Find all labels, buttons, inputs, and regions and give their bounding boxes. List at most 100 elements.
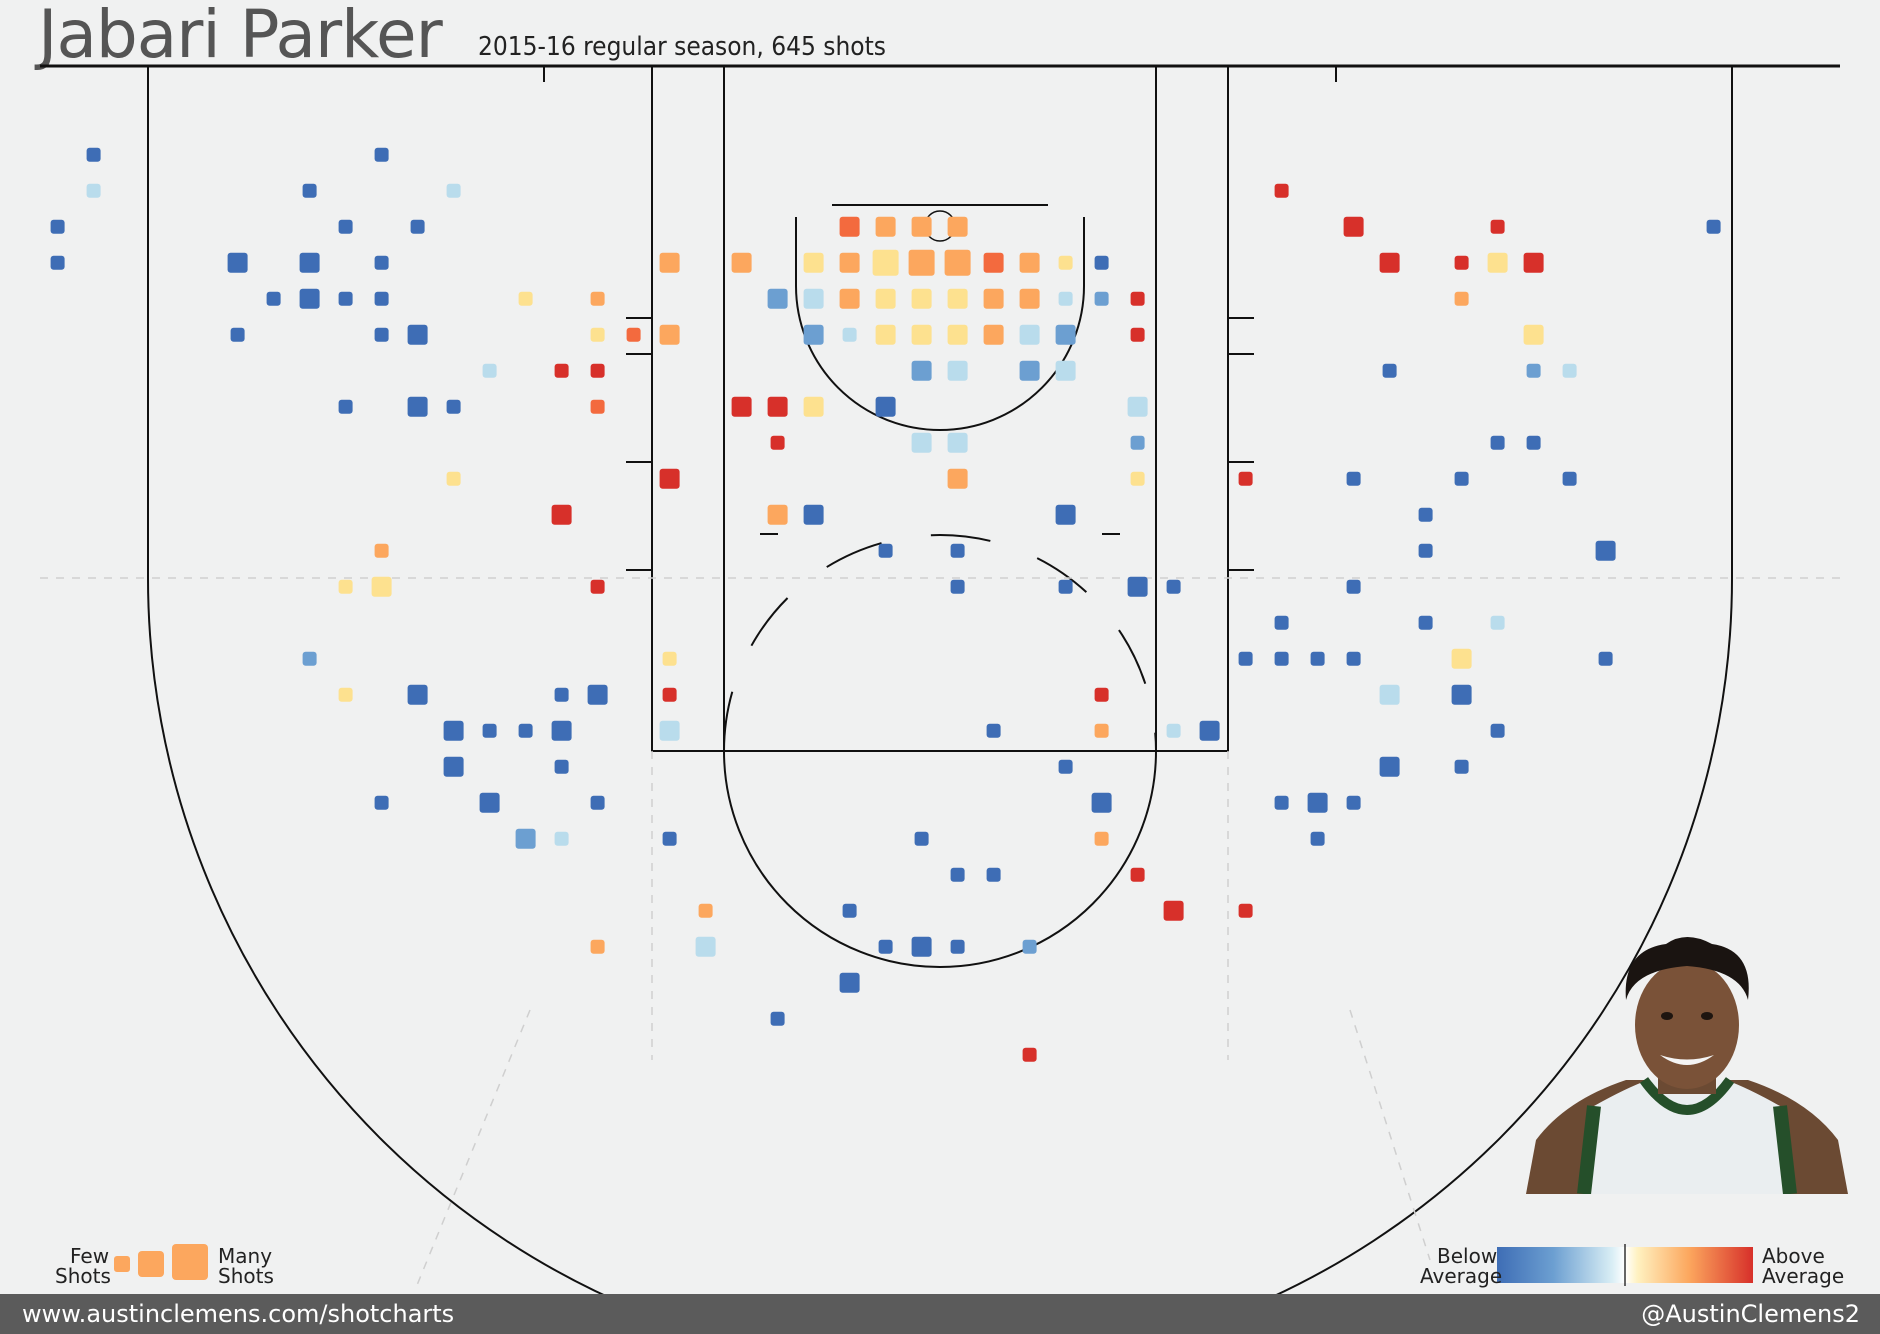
shot-marker-57	[872, 249, 899, 276]
shot-marker-133	[1238, 903, 1253, 918]
shot-marker-142	[1274, 183, 1289, 198]
shot-marker-22	[626, 327, 641, 342]
shot-marker-118	[986, 723, 1001, 738]
shot-marker-24	[554, 363, 569, 378]
shot-marker-51	[554, 831, 569, 846]
shot-marker-110	[950, 579, 965, 594]
shot-marker-15	[374, 291, 389, 306]
shot-marker-12	[266, 291, 281, 306]
smile	[1660, 1055, 1714, 1065]
shot-marker-25	[590, 363, 605, 378]
shot-marker-84	[947, 324, 968, 345]
color-legend-below: Below	[1437, 1244, 1498, 1268]
color-legend-below-average: Average	[1420, 1264, 1503, 1288]
shot-marker-120	[1166, 723, 1181, 738]
shot-marker-20	[407, 324, 428, 345]
shot-marker-175	[1451, 684, 1472, 705]
shot-marker-78	[1130, 291, 1145, 306]
shot-marker-40	[587, 684, 608, 705]
jersey-trim	[1577, 1105, 1797, 1194]
size-legend-small	[114, 1256, 130, 1272]
three-point-arc	[147, 577, 1733, 1334]
shot-marker-43	[518, 723, 533, 738]
hair	[1625, 937, 1749, 1000]
shot-marker-126	[1094, 831, 1109, 846]
shot-marker-144	[1490, 219, 1505, 234]
shot-marker-174	[1379, 684, 1400, 705]
shot-marker-179	[1274, 795, 1289, 810]
shot-marker-60	[983, 252, 1004, 273]
shot-marker-3	[50, 255, 65, 270]
shot-marker-115	[662, 687, 677, 702]
shot-marker-150	[1454, 291, 1469, 306]
size-legend-medium	[138, 1251, 164, 1277]
shot-marker-163	[1595, 540, 1616, 561]
shot-marker-91	[1019, 360, 1040, 381]
shot-marker-10	[299, 252, 320, 273]
shot-marker-114	[662, 651, 677, 666]
shot-marker-135	[878, 939, 893, 954]
shot-marker-148	[1487, 252, 1508, 273]
chart-title: Jabari Parker	[38, 0, 443, 73]
shot-marker-50	[515, 828, 536, 849]
shot-marker-29	[590, 399, 605, 414]
shot-marker-108	[878, 543, 893, 558]
size-legend-few-shots: Shots	[55, 1264, 111, 1288]
shot-marker-86	[1019, 324, 1040, 345]
shot-marker-122	[1058, 759, 1073, 774]
outer-lane	[651, 65, 1229, 752]
shot-marker-9	[227, 252, 248, 273]
shot-marker-54	[731, 252, 752, 273]
shot-marker-116	[1094, 687, 1109, 702]
shot-marker-4	[374, 147, 389, 162]
player-photo	[1526, 937, 1848, 1194]
shot-marker-39	[554, 687, 569, 702]
size-legend-few: Few	[70, 1244, 110, 1268]
shot-marker-28	[446, 399, 461, 414]
shot-marker-14	[338, 291, 353, 306]
shot-marker-136	[911, 936, 932, 957]
shot-marker-6	[446, 183, 461, 198]
footer-twitter-handle[interactable]: @AustinClemens2	[1641, 1300, 1860, 1328]
shot-marker-52	[590, 939, 605, 954]
shot-marker-5	[302, 183, 317, 198]
shot-marker-44	[551, 720, 572, 741]
shot-marker-58	[908, 249, 935, 276]
shot-marker-99	[911, 432, 932, 453]
shot-marker-177	[1379, 756, 1400, 777]
shot-marker-166	[1418, 615, 1433, 630]
shot-marker-53	[659, 252, 680, 273]
shot-marker-129	[1130, 867, 1145, 882]
shot-marker-96	[875, 396, 896, 417]
shot-marker-46	[554, 759, 569, 774]
shot-marker-143	[1343, 216, 1364, 237]
shot-marker-130	[698, 903, 713, 918]
shot-marker-26	[338, 399, 353, 414]
shot-marker-37	[338, 687, 353, 702]
shot-marker-93	[731, 396, 752, 417]
shot-marker-169	[1274, 651, 1289, 666]
shot-marker-11	[374, 255, 389, 270]
shot-marker-155	[1490, 435, 1505, 450]
shot-marker-59	[944, 249, 971, 276]
shot-marker-172	[1451, 648, 1472, 669]
shot-marker-182	[1310, 831, 1325, 846]
shot-marker-18	[230, 327, 245, 342]
shot-marker-49	[590, 795, 605, 810]
shot-marker-134	[695, 936, 716, 957]
face	[1635, 961, 1739, 1089]
shot-marker-69	[803, 288, 824, 309]
shot-marker-165	[1274, 615, 1289, 630]
court-guides	[40, 577, 1840, 1291]
color-legend-above-average: Average	[1762, 1264, 1845, 1288]
shot-marker-140	[770, 1011, 785, 1026]
shot-marker-27	[407, 396, 428, 417]
footer-website-link[interactable]: www.austinclemens.com/shotcharts	[22, 1300, 455, 1328]
shot-marker-167	[1490, 615, 1505, 630]
shot-marker-33	[338, 579, 353, 594]
shot-marker-117	[659, 720, 680, 741]
shot-marker-125	[914, 831, 929, 846]
shot-marker-127	[950, 867, 965, 882]
shot-marker-68	[767, 288, 788, 309]
